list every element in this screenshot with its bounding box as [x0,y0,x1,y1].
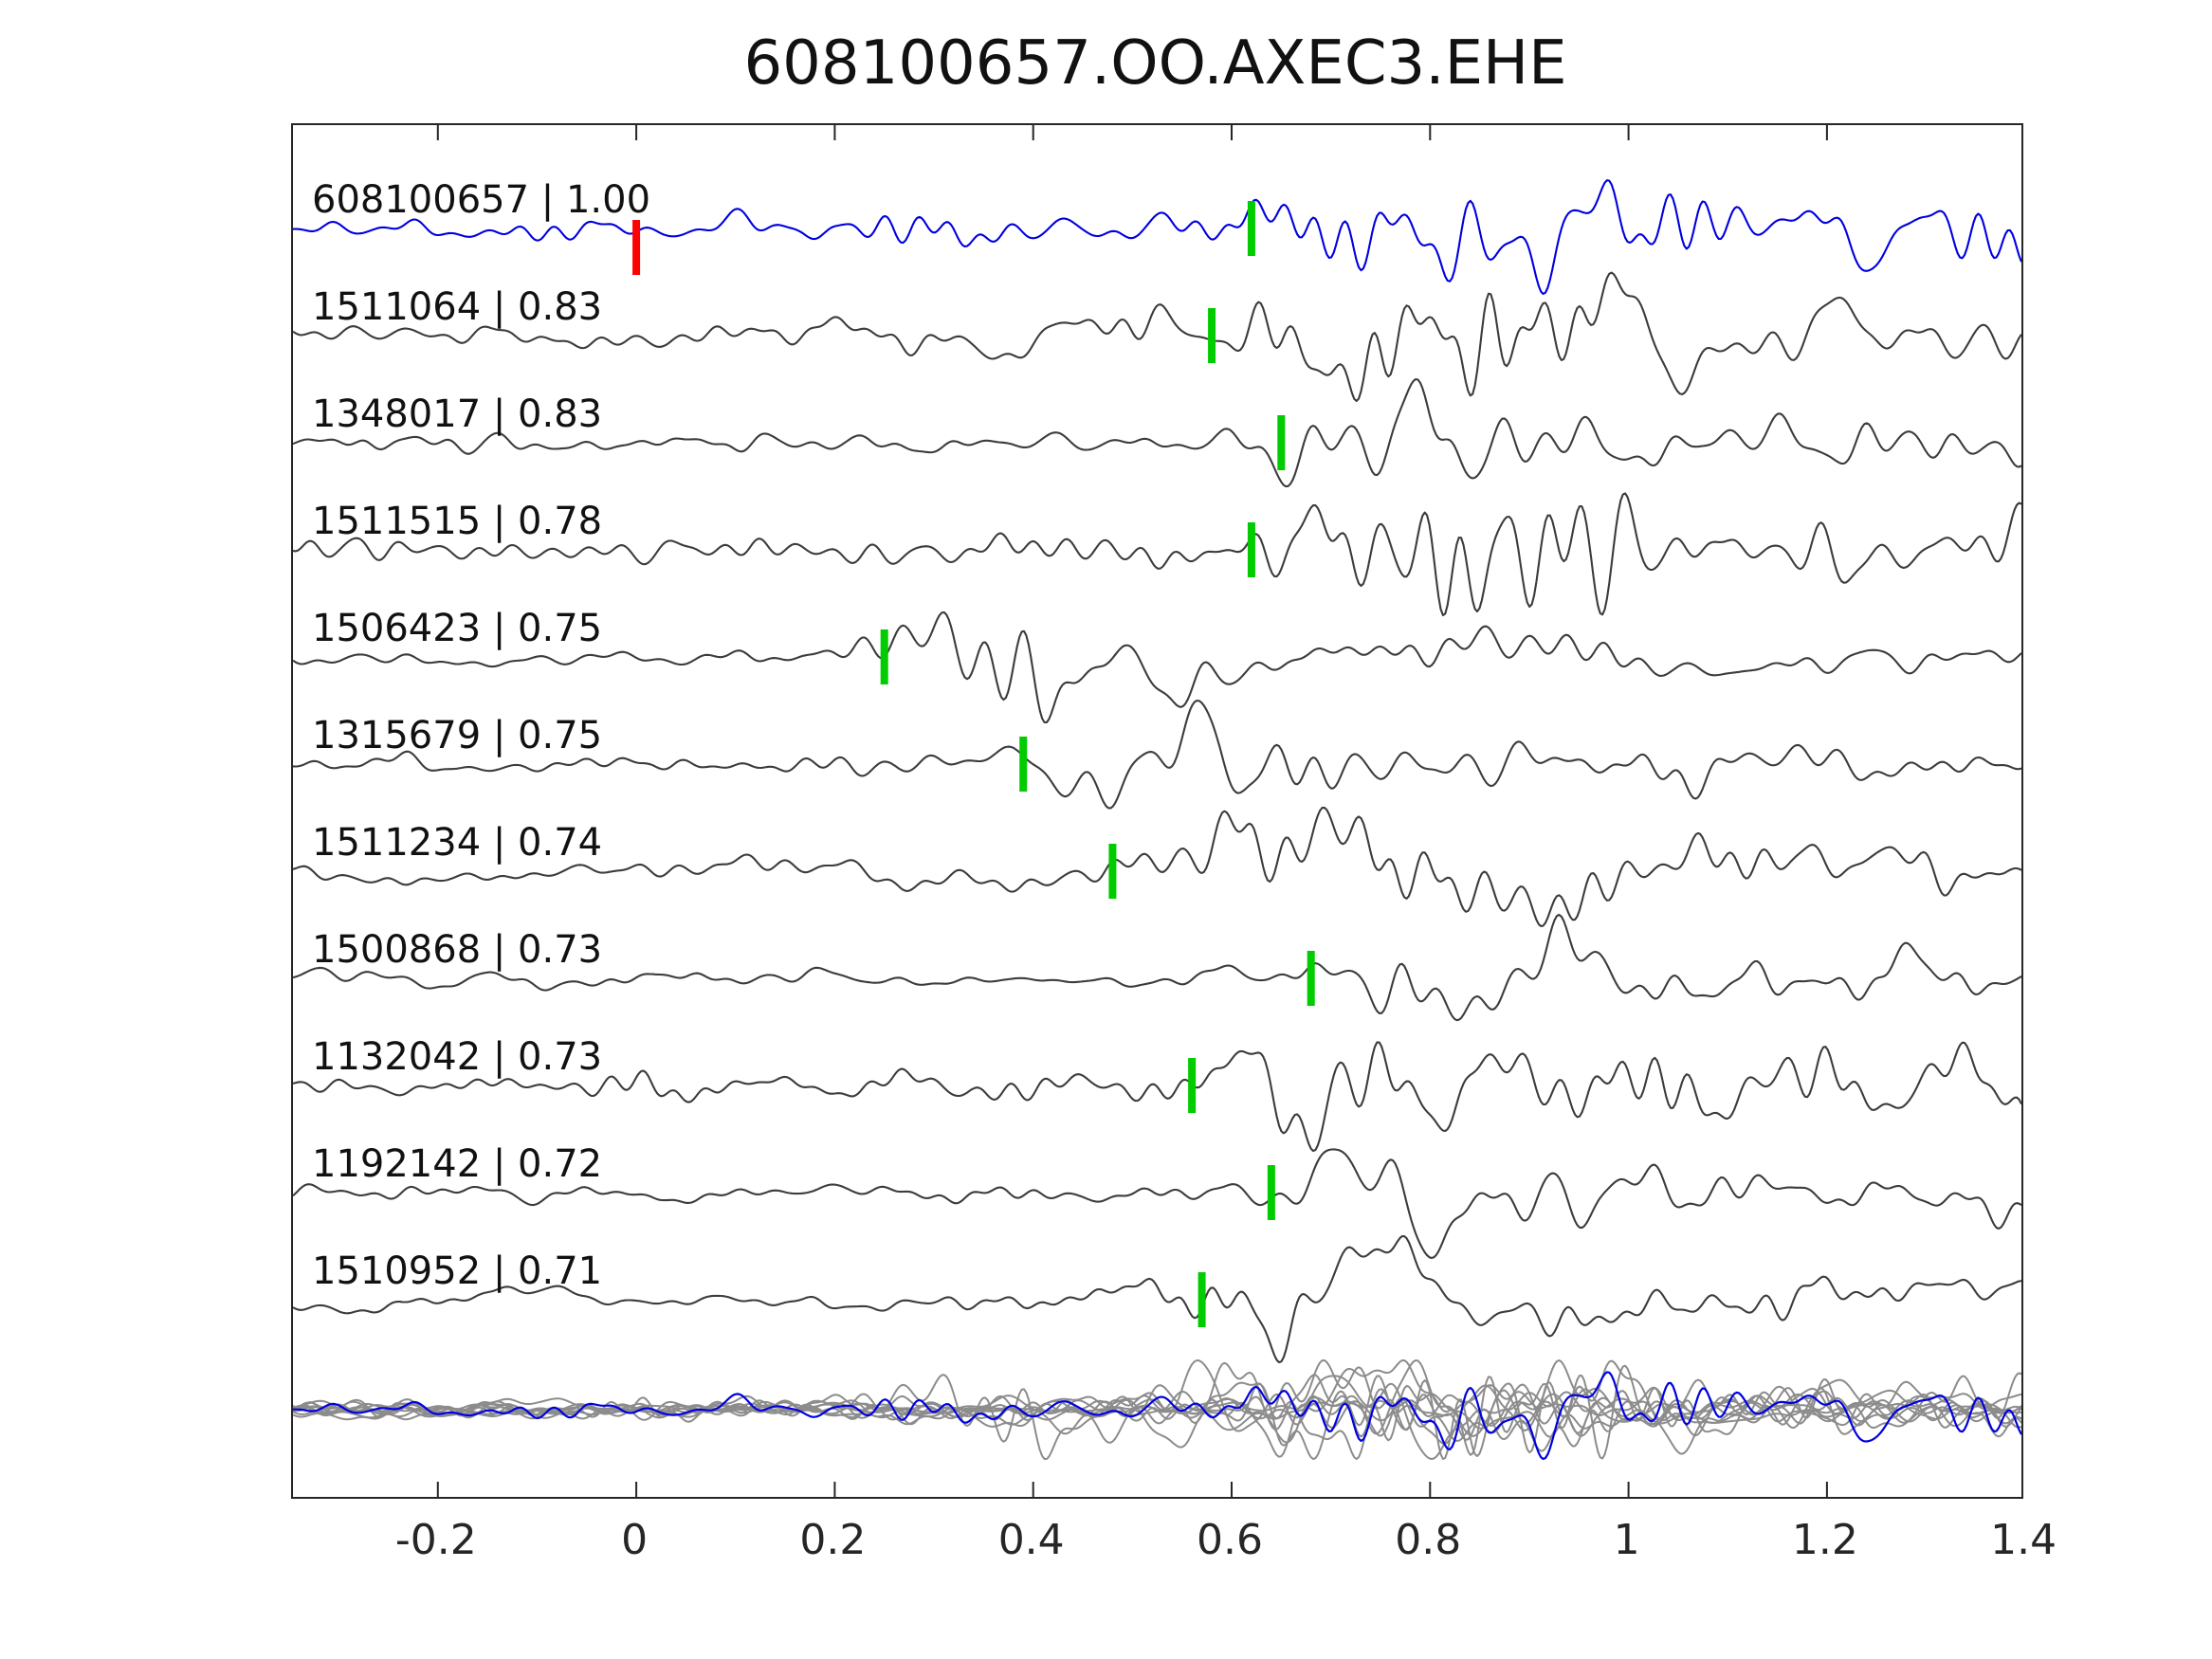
trace-label: 1511515 | 0.78 [312,500,603,543]
trace-waveform [293,611,2021,724]
trace-waveform [293,1234,2021,1364]
pick-marker [1197,1272,1206,1327]
trace-waveform [293,492,2021,617]
trace-waveform [293,271,2021,403]
x-axis-tick-label: 0.4 [997,1516,1065,1564]
x-axis-tick-label: 0.8 [1395,1516,1462,1564]
trace-label: 1511234 | 0.74 [312,821,603,865]
pick-marker [1019,737,1028,792]
trace-label: 1348017 | 0.83 [312,392,603,436]
trace-waveform [293,913,2021,1022]
plot-title: 608100657.OO.AXEC3.EHE [743,28,1567,99]
pick-marker [1277,415,1286,470]
axis-ticks [436,125,1828,1497]
trace-waveform [293,699,2021,810]
trace-label: 608100657 | 1.00 [312,178,651,222]
pick-marker [1208,308,1216,363]
trace-label: 1510952 | 0.71 [312,1249,603,1293]
trace-waveform [293,377,2021,488]
waveform-canvas [293,125,2021,1497]
pick-marker [880,629,888,684]
pick-marker [1267,1165,1275,1220]
trace-label: 1315679 | 0.75 [312,714,603,757]
overlay-template-waveform [293,1371,2021,1461]
pick-marker [1108,844,1117,899]
trace-label: 1506423 | 0.75 [312,607,603,650]
pick-marker [1188,1058,1197,1113]
overlay-waveform [293,1359,2021,1460]
x-axis-tick-label: 0 [621,1516,649,1564]
template-waveform [293,179,2021,296]
x-axis-tick-label: 0.6 [1196,1516,1263,1564]
trace-label: 1192142 | 0.72 [312,1142,603,1186]
trace-waveform [293,806,2021,928]
x-axis-tick-label: 0.2 [799,1516,867,1564]
x-axis-tick-label: 1.2 [1791,1516,1858,1564]
plot-area: 608100657 | 1.00 1511064 | 0.83 1348017 | … [291,123,2023,1499]
pick-marker [1247,201,1255,256]
x-axis-tick-label: -0.2 [394,1516,477,1564]
origin-marker [632,220,641,275]
trace-label: 1500868 | 0.73 [312,928,603,972]
trace-label: 1511064 | 0.83 [312,285,603,329]
pick-marker [1307,951,1315,1006]
trace-label: 1132042 | 0.73 [312,1035,603,1079]
x-axis-tick-label: 1 [1613,1516,1640,1564]
trace-waveform [293,1041,2021,1153]
x-axis-tick-label: 1.4 [1990,1516,2057,1564]
pick-marker [1247,522,1255,577]
trace-waveform [293,1148,2021,1260]
